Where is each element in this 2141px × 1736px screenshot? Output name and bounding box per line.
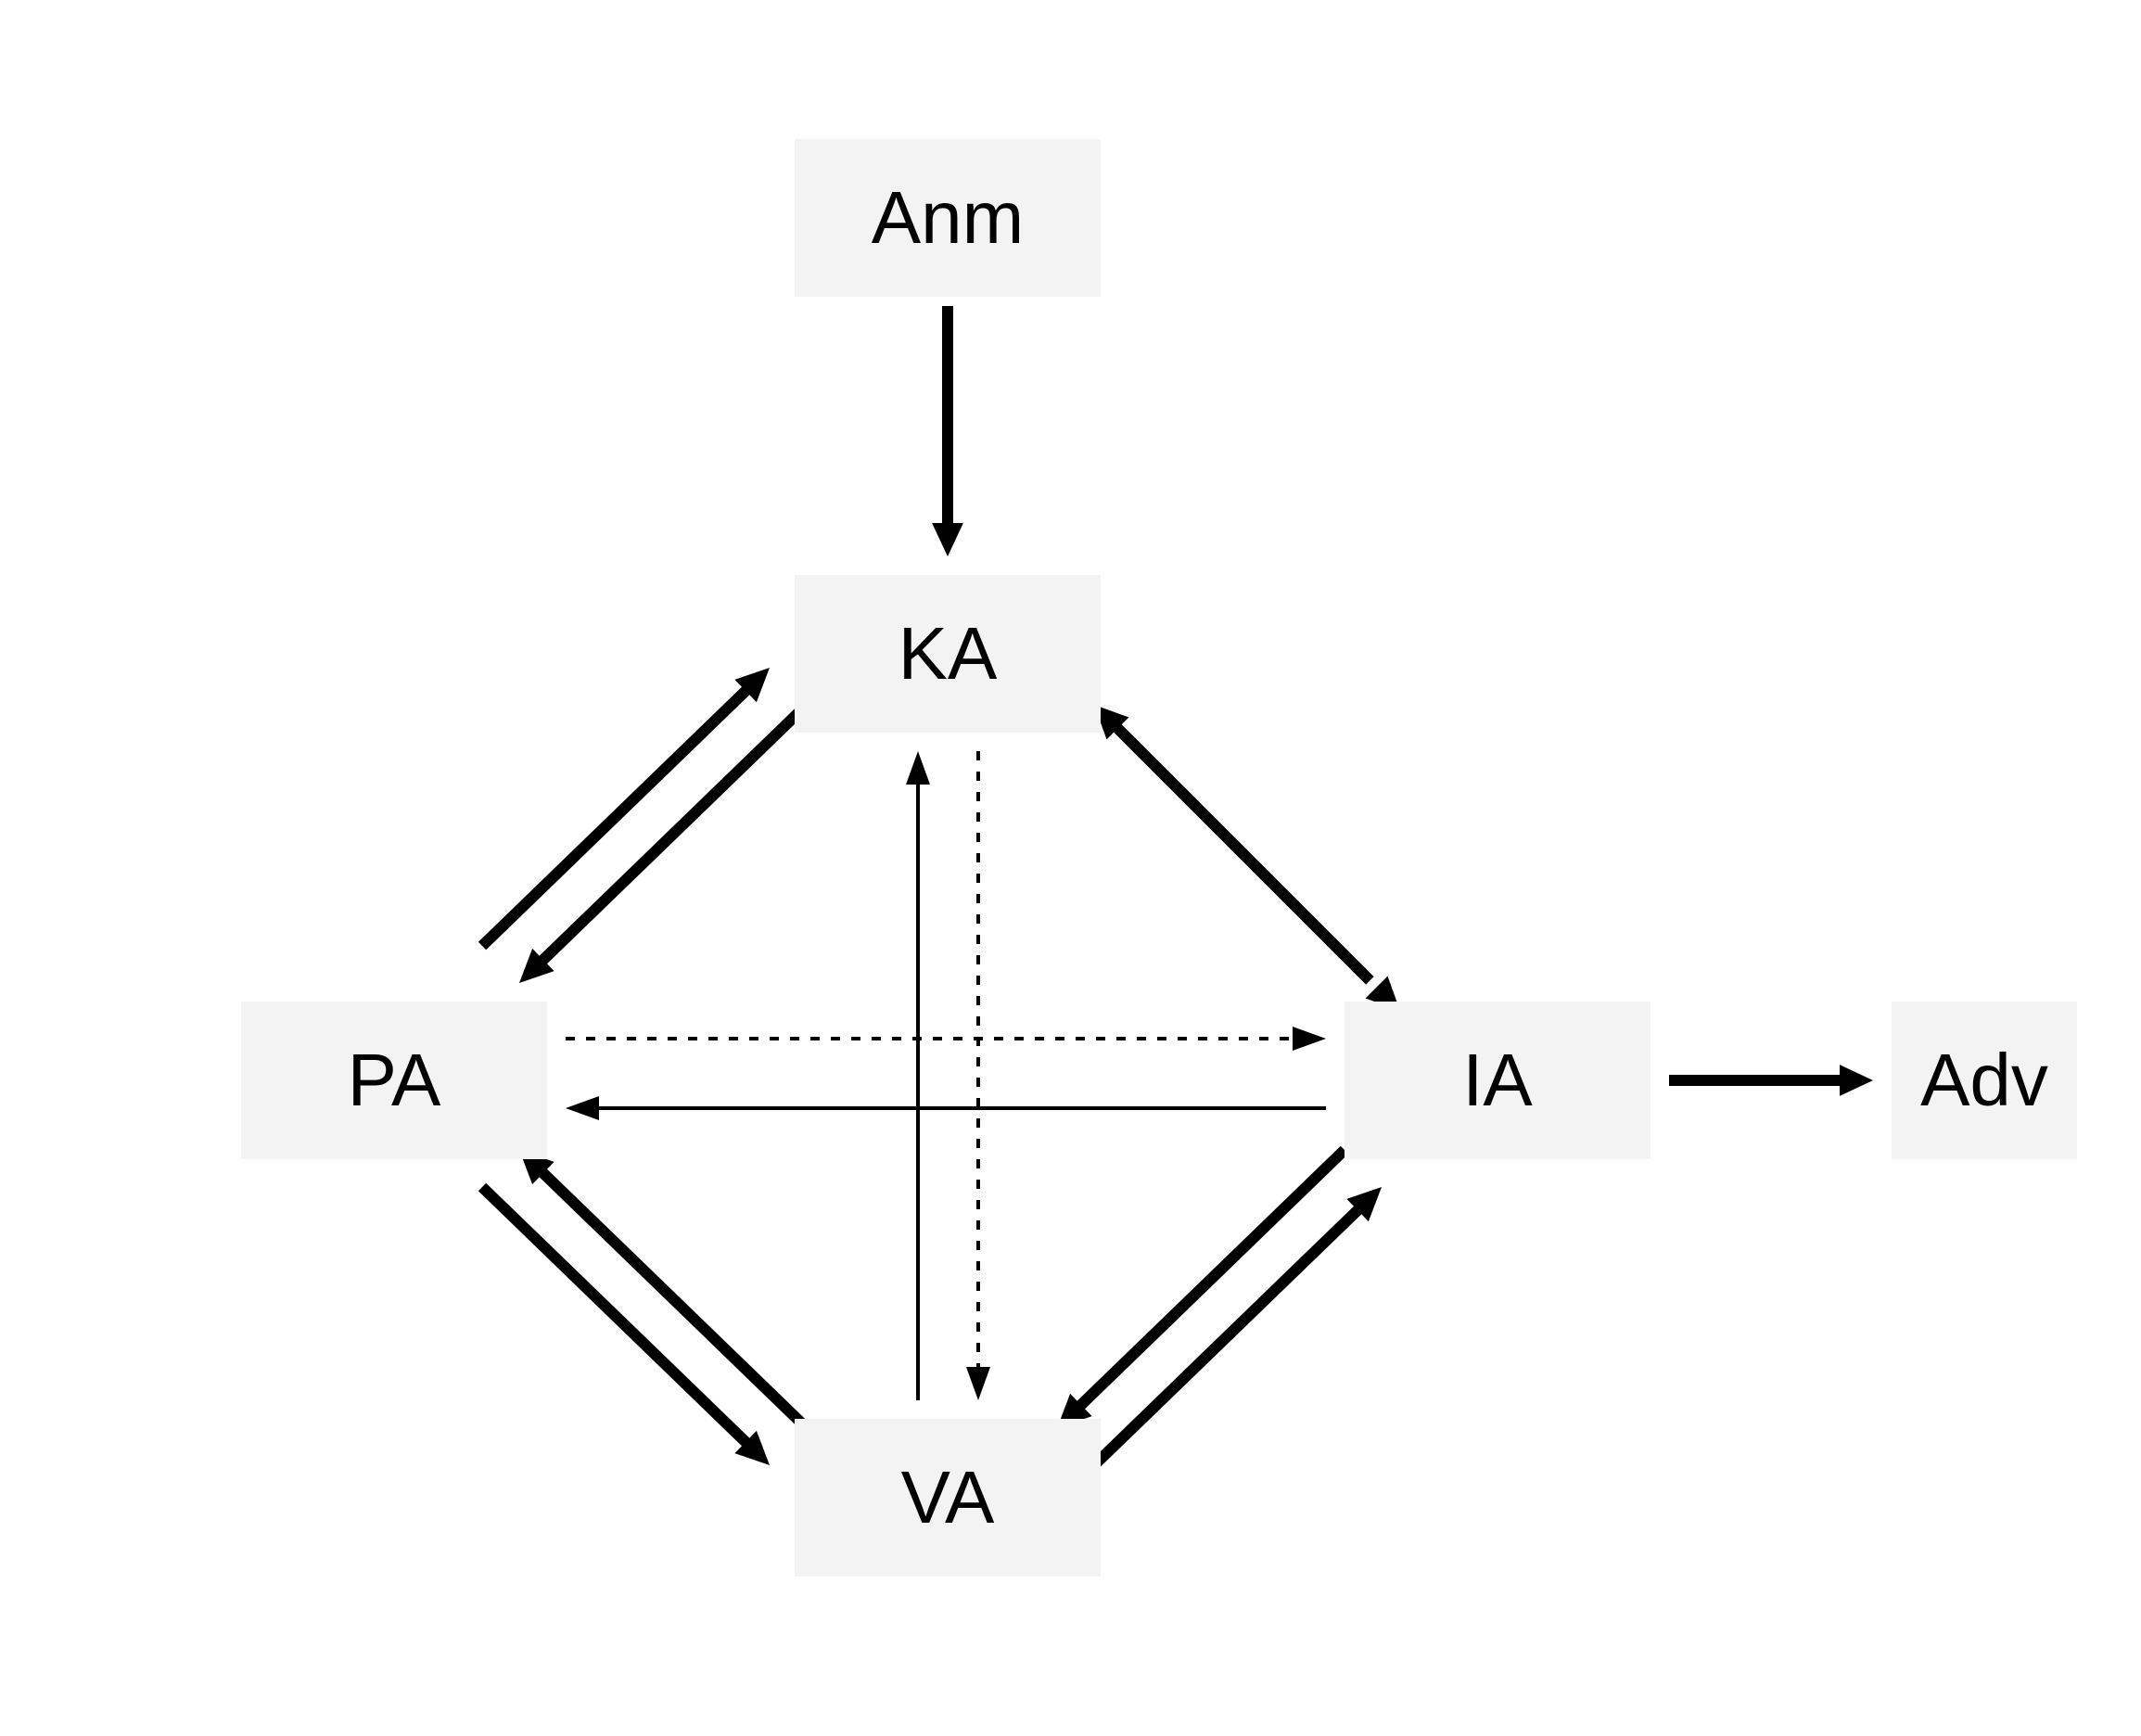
node-label: Adv	[1920, 1038, 2048, 1123]
arrowhead-va-to-ka-thin-end	[906, 751, 930, 785]
diagram-canvas: Anm KA PA IA VA Adv	[0, 0, 2141, 1736]
edge-va-to-ia	[1094, 1206, 1362, 1465]
node-label: PA	[348, 1038, 441, 1123]
node-anm: Anm	[795, 139, 1101, 297]
edge-ia-to-va	[1077, 1150, 1344, 1410]
node-label: KA	[898, 611, 998, 696]
edge-pa-to-va	[482, 1187, 750, 1447]
node-ka: KA	[795, 575, 1101, 733]
arrowhead-anm-to-ka-end	[932, 523, 963, 556]
node-pa: PA	[241, 1002, 547, 1159]
edge-ka-to-ia-dashed	[1131, 742, 1382, 992]
node-label: IA	[1462, 1038, 1533, 1123]
node-adv: Adv	[1892, 1002, 2077, 1159]
edge-ka-to-pa	[539, 705, 807, 964]
edge-va-to-pa	[539, 1168, 807, 1428]
node-label: VA	[901, 1455, 995, 1540]
arrowhead-ka-to-va-dotted-end	[966, 1367, 990, 1400]
arrowhead-pa-to-ia-dotted-end	[1293, 1027, 1326, 1051]
node-label: Anm	[872, 175, 1025, 261]
arrowhead-ia-to-pa-thin-end	[566, 1096, 599, 1120]
node-va: VA	[795, 1419, 1101, 1576]
arrowhead-ia-to-adv-end	[1840, 1065, 1873, 1096]
edge-pa-to-ka	[482, 686, 750, 946]
node-ia: IA	[1344, 1002, 1650, 1159]
